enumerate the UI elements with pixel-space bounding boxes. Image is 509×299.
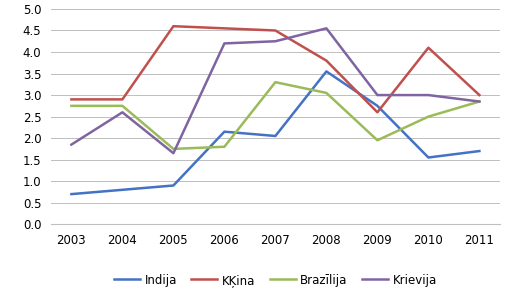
Brazīlija: [475, 100, 482, 103]
Indija: [374, 104, 380, 108]
KĶina: [170, 25, 176, 28]
Krievija: [119, 111, 125, 114]
Indija: [170, 184, 176, 187]
Krievija: [170, 151, 176, 155]
KĶina: [475, 93, 482, 97]
Indija: [119, 188, 125, 192]
KĶina: [272, 29, 278, 32]
Indija: [221, 130, 227, 133]
Brazīlija: [374, 138, 380, 142]
Brazīlija: [221, 145, 227, 149]
Indija: [425, 156, 431, 159]
KĶina: [374, 111, 380, 114]
Krievija: [425, 93, 431, 97]
Krievija: [374, 93, 380, 97]
Krievija: [221, 42, 227, 45]
Line: Indija: Indija: [71, 71, 478, 194]
Line: KĶina: KĶina: [71, 26, 478, 112]
Legend: Indija, KĶina, Brazīlija, Krievija: Indija, KĶina, Brazīlija, Krievija: [109, 269, 441, 291]
Indija: [68, 192, 74, 196]
Brazīlija: [272, 80, 278, 84]
Brazīlija: [68, 104, 74, 108]
Brazīlija: [323, 91, 329, 95]
Indija: [272, 134, 278, 138]
KĶina: [425, 46, 431, 50]
Line: Krievija: Krievija: [71, 28, 478, 153]
KĶina: [68, 97, 74, 101]
Indija: [475, 149, 482, 153]
Krievija: [323, 27, 329, 30]
Indija: [323, 70, 329, 73]
Line: Brazīlija: Brazīlija: [71, 82, 478, 149]
KĶina: [221, 27, 227, 30]
Krievija: [272, 39, 278, 43]
Krievija: [475, 100, 482, 103]
Brazīlija: [170, 147, 176, 151]
Brazīlija: [425, 115, 431, 118]
Brazīlija: [119, 104, 125, 108]
KĶina: [119, 97, 125, 101]
Krievija: [68, 143, 74, 147]
KĶina: [323, 59, 329, 62]
